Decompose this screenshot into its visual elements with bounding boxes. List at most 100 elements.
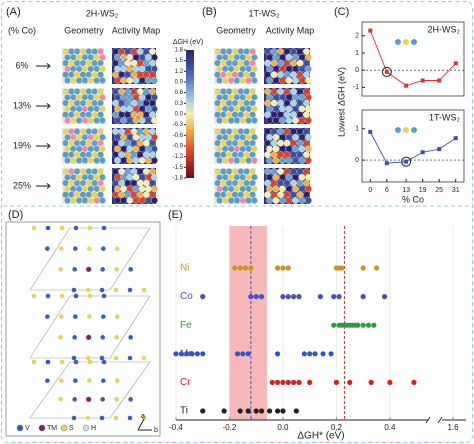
- atom: [138, 77, 146, 84]
- atom: [283, 151, 291, 159]
- atom: [132, 185, 140, 193]
- atom: [85, 168, 93, 175]
- marker: [368, 28, 373, 33]
- atom: [290, 128, 297, 135]
- atom: [73, 314, 78, 319]
- atom: [214, 111, 221, 119]
- atom: [136, 128, 144, 135]
- panel-title: 2H-WS₂: [86, 8, 119, 18]
- point: [285, 265, 291, 271]
- atom: [118, 88, 126, 95]
- atom: [227, 173, 235, 181]
- atom: [292, 105, 299, 113]
- atom: [285, 77, 293, 84]
- atom: [85, 151, 93, 159]
- atom: [239, 133, 247, 141]
- atom: [75, 185, 83, 193]
- atom: [292, 93, 299, 101]
- atom: [120, 117, 128, 124]
- atom: [298, 53, 306, 61]
- atom: [266, 65, 273, 73]
- atom: [305, 93, 312, 101]
- atom: [298, 173, 306, 181]
- atom: [142, 48, 150, 55]
- atom: [112, 139, 119, 147]
- atom: [118, 71, 126, 79]
- atom: [142, 191, 150, 199]
- atom: [112, 111, 119, 119]
- atom: [214, 139, 221, 147]
- atom: [101, 293, 107, 299]
- atom: [296, 168, 304, 175]
- atom: [79, 128, 87, 135]
- atom: [114, 133, 121, 141]
- atom: [233, 197, 241, 204]
- atom: [303, 139, 310, 147]
- atom: [144, 133, 152, 141]
- atom: [85, 99, 93, 107]
- atom: [298, 185, 306, 193]
- atom: [136, 59, 144, 67]
- atom: [231, 71, 239, 79]
- atom: [305, 53, 312, 61]
- atom: [285, 185, 293, 193]
- atom: [141, 415, 147, 421]
- atom: [87, 117, 95, 124]
- atom: [93, 197, 101, 204]
- atom: [120, 197, 128, 204]
- atom: [87, 314, 92, 319]
- atom: [266, 197, 273, 204]
- atom: [62, 179, 69, 187]
- atom: [62, 48, 69, 55]
- atom: [245, 93, 253, 101]
- atom: [214, 168, 221, 175]
- atom: [118, 111, 126, 119]
- atom: [216, 145, 223, 153]
- atom: [149, 48, 156, 55]
- atom: [115, 314, 120, 319]
- atom: [221, 105, 229, 113]
- atom: [290, 139, 297, 147]
- atom: [69, 145, 77, 153]
- atom: [81, 133, 89, 141]
- point: [360, 322, 366, 328]
- atom: [91, 88, 99, 95]
- arrow: [36, 103, 51, 109]
- atom: [221, 53, 229, 61]
- atom: [136, 179, 144, 187]
- atom: [251, 173, 258, 181]
- atom: [266, 77, 273, 84]
- atom: [73, 168, 81, 175]
- atom: [118, 139, 126, 147]
- atom: [285, 157, 293, 164]
- atom: [251, 133, 258, 141]
- atom: [114, 53, 121, 61]
- atom: [114, 335, 119, 340]
- atom: [73, 59, 81, 67]
- atom: [118, 48, 126, 55]
- point: [285, 294, 291, 300]
- atom: [141, 355, 147, 361]
- atom: [124, 191, 132, 199]
- atom: [124, 88, 132, 95]
- marker: [404, 159, 409, 164]
- panel-label: (E): [168, 209, 183, 221]
- atom: [130, 168, 138, 175]
- atom: [45, 378, 50, 383]
- atom: [270, 99, 278, 107]
- atom: [245, 65, 253, 73]
- x-tick-label: 6: [385, 187, 389, 194]
- x-tick-label: 1.6: [447, 423, 459, 432]
- atom: [115, 246, 120, 251]
- atom: [296, 179, 304, 187]
- marker: [437, 78, 442, 83]
- atom: [266, 133, 273, 141]
- atom: [100, 267, 105, 272]
- atom: [114, 65, 121, 73]
- atom: [97, 99, 104, 107]
- point: [258, 408, 265, 414]
- atom: [233, 77, 241, 84]
- point: [291, 294, 297, 300]
- point: [253, 408, 259, 414]
